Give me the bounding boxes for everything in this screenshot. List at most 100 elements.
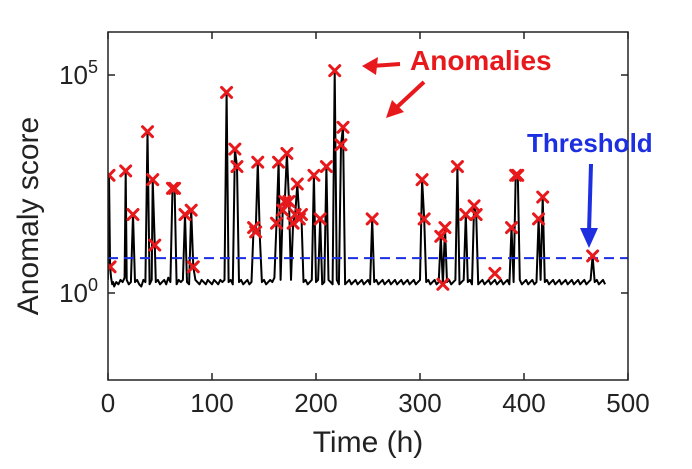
anomaly-marker-stroke-b <box>290 177 304 191</box>
annotations: Anomalies Threshold <box>362 45 653 248</box>
anomaly-marker <box>230 160 244 174</box>
anomaly-marker-stroke-b <box>319 160 333 174</box>
anomaly-marker-stroke-b <box>146 173 160 187</box>
anomaly-marker <box>334 138 348 152</box>
anomaly-marker-stroke-b <box>276 203 290 217</box>
anomaly-marker-stroke-b <box>108 168 116 179</box>
anomaly-marker-stroke-b <box>450 160 464 174</box>
x-tick-label: 300 <box>398 388 441 418</box>
anomaly-marker-stroke-b <box>469 208 483 222</box>
anomaly-marker-stroke-b <box>417 212 431 226</box>
y-tick-base: 10 <box>59 60 88 90</box>
annotation-threshold-label: Threshold <box>527 128 653 158</box>
anomaly-marker-stroke-b <box>269 216 283 230</box>
x-tick-label: 500 <box>606 388 649 418</box>
anomaly-marker <box>434 229 448 243</box>
anomaly-marker-stroke-b <box>586 249 600 263</box>
series-line-0 <box>108 69 607 288</box>
anomaly-marker <box>249 225 263 239</box>
anomaly-marker-stroke-b <box>119 164 133 178</box>
anomaly-marker-stroke-b <box>294 208 308 222</box>
anomaly-marker <box>126 208 140 222</box>
anomalies-arrow-2 <box>394 80 426 110</box>
anomaly-marker-stroke-b <box>126 208 140 222</box>
anomaly-marker-stroke-b <box>282 194 296 208</box>
anomaly-marker-stroke-b <box>307 168 321 182</box>
anomaly-marker <box>328 64 342 78</box>
anomaly-marker <box>141 125 155 139</box>
anomaly-marker-stroke-b <box>536 190 550 204</box>
anomaly-marker-stroke-b <box>230 160 244 174</box>
anomaly-marker <box>586 249 600 263</box>
y-tick-label: 105 <box>59 57 98 90</box>
anomaly-marker-stroke-b <box>436 277 450 291</box>
anomalies-arrow-1-head <box>362 57 378 75</box>
anomaly-marker <box>469 208 483 222</box>
anomaly-marker <box>450 160 464 174</box>
anomaly-marker <box>278 194 292 208</box>
anomaly-marker-stroke-b <box>249 225 263 239</box>
anomaly-marker-stroke-b <box>313 212 327 226</box>
plot-area <box>108 64 628 291</box>
anomaly-marker <box>108 168 116 182</box>
anomaly-marker <box>505 221 519 235</box>
anomaly-marker-stroke-b <box>434 229 448 243</box>
anomaly-marker <box>108 260 117 274</box>
y-tick-label: 100 <box>59 275 98 308</box>
anomaly-marker-stroke-b <box>184 203 198 217</box>
anomaly-marker-stroke-b <box>365 212 379 226</box>
anomaly-marker-stroke-b <box>328 64 342 78</box>
anomaly-marker-stroke-b <box>247 221 261 235</box>
anomaly-marker <box>307 168 321 182</box>
anomaly-marker <box>417 212 431 226</box>
anomaly-marker-stroke-b <box>278 194 292 208</box>
anomaly-marker-stroke-b <box>220 85 234 99</box>
anomaly-marker <box>251 155 265 169</box>
annotation-anomalies-label: Anomalies <box>410 45 552 76</box>
anomaly-marker <box>438 221 452 235</box>
anomaly-marker <box>148 238 162 252</box>
anomaly-marker-stroke-b <box>186 260 200 274</box>
anomaly-marker-stroke-b <box>488 266 502 280</box>
anomaly-marker <box>290 177 304 191</box>
anomaly-marker-stroke-b <box>168 181 182 195</box>
anomaly-marker-stroke-b <box>336 120 350 134</box>
axes-frame <box>107 31 629 381</box>
anomaly-marker <box>269 216 283 230</box>
anomaly-marker <box>536 190 550 204</box>
anomaly-marker-stroke-b <box>251 155 265 169</box>
anomaly-marker <box>532 212 546 226</box>
anomaly-marker <box>220 85 234 99</box>
anomaly-marker <box>365 212 379 226</box>
anomaly-marker <box>186 260 200 274</box>
anomaly-marker <box>511 168 525 182</box>
threshold-arrow <box>587 163 593 233</box>
y-tick-exponent: 0 <box>88 275 98 295</box>
x-tick-label: 100 <box>190 388 233 418</box>
anomaly-marker <box>184 203 198 217</box>
anomaly-marker <box>168 181 182 195</box>
anomaly-marker <box>336 120 350 134</box>
x-tick-label: 400 <box>502 388 545 418</box>
anomaly-marker <box>119 164 133 178</box>
anomaly-marker <box>294 208 308 222</box>
anomaly-marker <box>415 173 429 187</box>
anomaly-marker-stroke-b <box>108 260 117 272</box>
anomaly-marker-stroke-b <box>228 142 242 156</box>
anomaly-marker <box>488 266 502 280</box>
anomaly-marker-stroke-b <box>438 221 452 235</box>
anomaly-marker-stroke-b <box>415 173 429 187</box>
y-tick-exponent: 5 <box>88 57 98 77</box>
x-tick-label: 200 <box>294 388 337 418</box>
anomaly-marker <box>313 212 327 226</box>
anomaly-marker <box>228 142 242 156</box>
anomaly-marker-stroke-b <box>511 168 525 182</box>
anomaly-marker-stroke-b <box>280 146 294 160</box>
x-axis-title: Time (h) <box>313 426 424 459</box>
threshold-arrow-head <box>580 228 598 248</box>
anomaly-marker <box>146 173 160 187</box>
anomaly-marker-stroke-b <box>334 138 348 152</box>
